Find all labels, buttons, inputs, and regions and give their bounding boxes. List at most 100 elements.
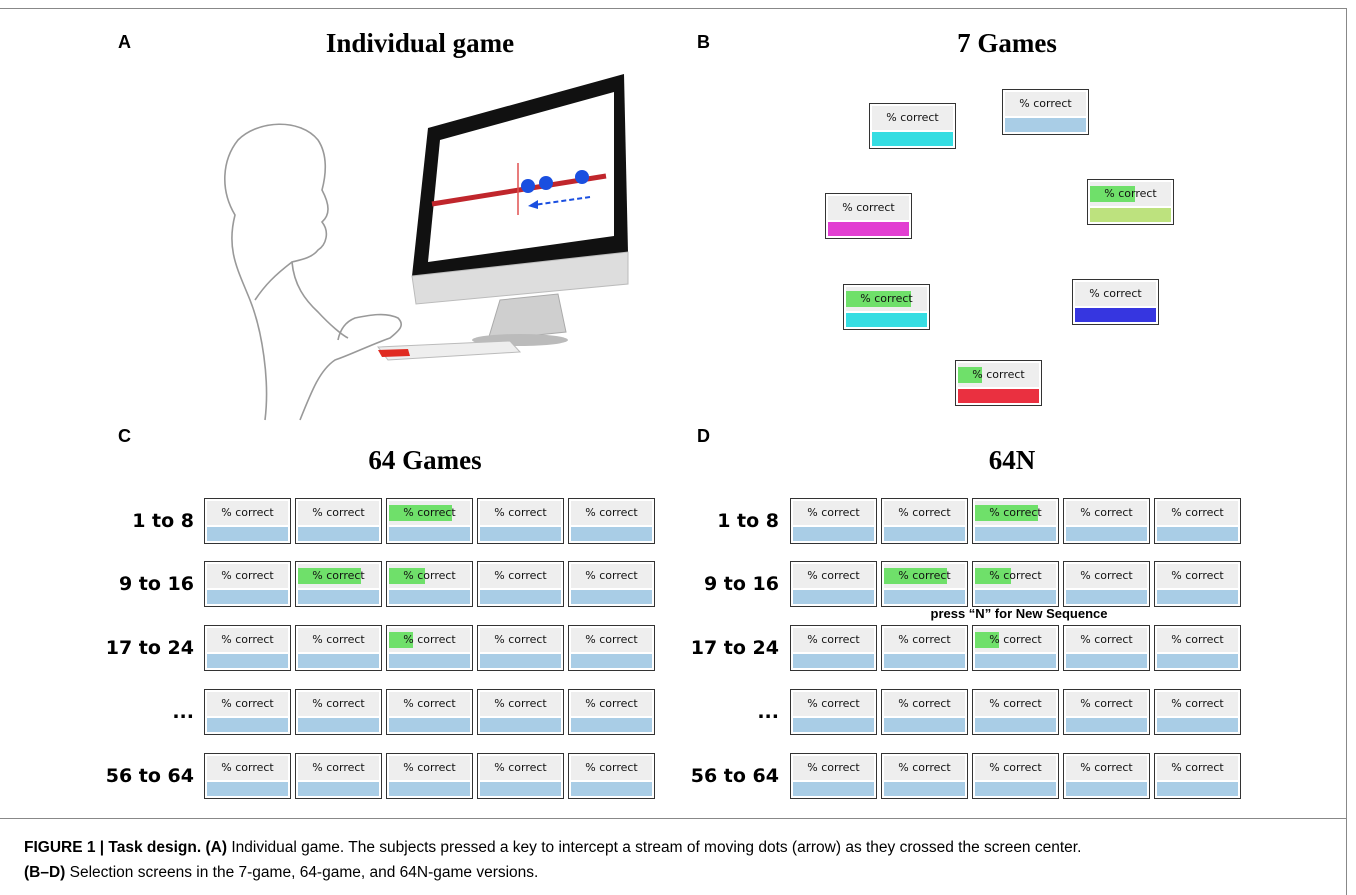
tile-header: % correct bbox=[1157, 628, 1238, 652]
tile-text: % correct bbox=[312, 506, 365, 519]
color-bar bbox=[480, 527, 561, 541]
color-bar bbox=[1005, 118, 1086, 132]
tile-header: % correct bbox=[1066, 756, 1147, 780]
color-bar bbox=[1066, 654, 1147, 668]
neck-outline bbox=[254, 261, 293, 301]
game-tile: % correct bbox=[881, 498, 968, 544]
tile-text: % correct bbox=[1171, 506, 1224, 519]
tile-text: % correct bbox=[989, 697, 1042, 710]
tile-text: % correct bbox=[989, 761, 1042, 774]
game-tile: % correct bbox=[204, 753, 291, 799]
row-label: 17 to 24 bbox=[105, 637, 194, 659]
tile-text: % correct bbox=[1080, 633, 1133, 646]
color-bar bbox=[975, 782, 1056, 796]
game-tile: % correct bbox=[790, 625, 877, 671]
tile-header: % correct bbox=[298, 501, 379, 525]
tile-header: % correct bbox=[1157, 564, 1238, 588]
progress-bar bbox=[389, 632, 414, 648]
color-bar bbox=[571, 654, 652, 668]
tile-header: % correct bbox=[1157, 756, 1238, 780]
color-bar bbox=[793, 782, 874, 796]
color-bar bbox=[884, 590, 965, 604]
tile-text: % correct bbox=[585, 761, 638, 774]
color-bar bbox=[958, 389, 1039, 403]
color-bar bbox=[207, 718, 288, 732]
tile-text: % correct bbox=[898, 569, 951, 582]
tile-header: % correct bbox=[975, 564, 1056, 588]
game-tile: % correct bbox=[204, 625, 291, 671]
color-bar bbox=[571, 782, 652, 796]
game-tile: % correct bbox=[295, 689, 382, 735]
game-tile: % correct bbox=[1154, 753, 1241, 799]
tile-text: % correct bbox=[312, 569, 365, 582]
game-tile: % correct bbox=[204, 498, 291, 544]
tile-header: % correct bbox=[793, 564, 874, 588]
color-bar bbox=[298, 590, 379, 604]
color-bar bbox=[298, 718, 379, 732]
game-tile: % correct bbox=[881, 561, 968, 607]
tile-text: % correct bbox=[1104, 187, 1157, 200]
tile-header: % correct bbox=[958, 363, 1039, 387]
color-bar bbox=[571, 527, 652, 541]
tile-text: % correct bbox=[312, 761, 365, 774]
tile-header: % correct bbox=[571, 501, 652, 525]
tile-header: % correct bbox=[571, 628, 652, 652]
game-tile: % correct bbox=[972, 561, 1059, 607]
color-bar bbox=[389, 654, 470, 668]
tile-header: % correct bbox=[389, 564, 470, 588]
progress-bar bbox=[846, 291, 911, 307]
game-tile: % correct bbox=[1063, 498, 1150, 544]
row-label: 1 to 8 bbox=[717, 510, 779, 532]
row-label: 9 to 16 bbox=[118, 573, 194, 595]
tile-header: % correct bbox=[872, 106, 953, 130]
game-tile: % correct bbox=[869, 103, 956, 149]
color-bar bbox=[1157, 590, 1238, 604]
game-tile: % correct bbox=[386, 689, 473, 735]
arrow-head bbox=[528, 200, 538, 209]
color-bar bbox=[571, 590, 652, 604]
color-bar bbox=[884, 718, 965, 732]
key bbox=[378, 349, 410, 357]
row-label: 17 to 24 bbox=[690, 637, 779, 659]
color-bar bbox=[975, 590, 1056, 604]
tile-text: % correct bbox=[494, 633, 547, 646]
tile-text: % correct bbox=[807, 506, 860, 519]
tile-text: % correct bbox=[1080, 697, 1133, 710]
game-tile: % correct bbox=[972, 689, 1059, 735]
row-label: 1 to 8 bbox=[132, 510, 194, 532]
tile-header: % correct bbox=[298, 756, 379, 780]
color-bar bbox=[793, 654, 874, 668]
game-tile: % correct bbox=[386, 753, 473, 799]
color-bar bbox=[389, 527, 470, 541]
tile-text: % correct bbox=[494, 697, 547, 710]
tile-header: % correct bbox=[1066, 628, 1147, 652]
tile-header: % correct bbox=[975, 692, 1056, 716]
tile-header: % correct bbox=[1075, 282, 1156, 306]
tile-header: % correct bbox=[389, 692, 470, 716]
tile-header: % correct bbox=[884, 628, 965, 652]
tile-header: % correct bbox=[1066, 501, 1147, 525]
tile-header: % correct bbox=[1090, 182, 1171, 206]
game-tile: % correct bbox=[790, 689, 877, 735]
tile-header: % correct bbox=[975, 756, 1056, 780]
tile-text: % correct bbox=[1080, 761, 1133, 774]
tile-header: % correct bbox=[571, 756, 652, 780]
game-tile: % correct bbox=[1063, 689, 1150, 735]
game-tile: % correct bbox=[295, 498, 382, 544]
tile-header: % correct bbox=[884, 692, 965, 716]
monitor-chin bbox=[411, 251, 629, 305]
caption-text: Individual game. The subjects pressed a … bbox=[231, 839, 1082, 856]
tile-header: % correct bbox=[207, 628, 288, 652]
color-bar bbox=[298, 654, 379, 668]
game-tile: % correct bbox=[1063, 561, 1150, 607]
color-bar bbox=[480, 718, 561, 732]
tile-text: % correct bbox=[860, 292, 913, 305]
game-tile: % correct bbox=[204, 689, 291, 735]
tile-header: % correct bbox=[884, 564, 965, 588]
tile-text: % correct bbox=[989, 569, 1042, 582]
tile-text: % correct bbox=[898, 697, 951, 710]
tile-text: % correct bbox=[898, 506, 951, 519]
game-tile: % correct bbox=[568, 561, 655, 607]
color-bar bbox=[1090, 208, 1171, 222]
